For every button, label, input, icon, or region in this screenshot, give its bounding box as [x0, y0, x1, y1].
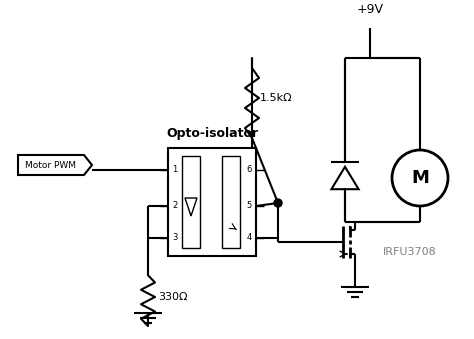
- Text: 3: 3: [172, 234, 177, 242]
- Text: 4: 4: [247, 234, 252, 242]
- Text: 1: 1: [172, 165, 177, 175]
- Text: 2: 2: [172, 201, 177, 211]
- Circle shape: [274, 199, 282, 207]
- Bar: [222, 156, 240, 248]
- Text: IRFU3708: IRFU3708: [383, 247, 437, 257]
- Text: Opto-isolator: Opto-isolator: [166, 127, 258, 140]
- Text: M: M: [411, 169, 429, 187]
- Text: 5: 5: [247, 201, 252, 211]
- Bar: [168, 148, 256, 256]
- Text: Motor PWM: Motor PWM: [26, 160, 76, 170]
- Bar: [182, 156, 200, 248]
- Text: 330Ω: 330Ω: [158, 292, 188, 302]
- Text: +9V: +9V: [356, 3, 383, 16]
- Text: 6: 6: [246, 165, 252, 175]
- Text: 1.5kΩ: 1.5kΩ: [260, 93, 292, 103]
